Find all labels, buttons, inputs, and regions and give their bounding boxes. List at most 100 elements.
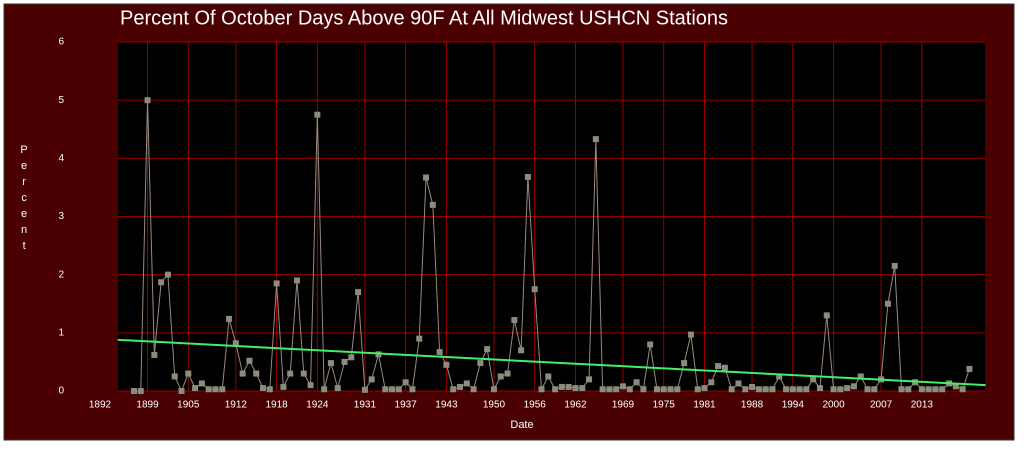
data-point	[959, 386, 966, 393]
data-point	[721, 364, 728, 371]
data-point	[382, 386, 389, 393]
data-point	[762, 386, 769, 393]
data-point	[606, 386, 613, 393]
data-point	[151, 351, 158, 358]
data-point	[796, 386, 803, 393]
data-point	[287, 370, 294, 377]
x-tick-label: 1981	[693, 400, 716, 411]
x-tick-label: 2013	[911, 400, 934, 411]
data-point	[558, 383, 565, 390]
data-point	[273, 280, 280, 287]
data-point	[667, 386, 674, 393]
data-line	[133, 100, 970, 393]
data-point	[137, 388, 144, 394]
data-point	[327, 360, 334, 367]
x-tick-label: 1931	[354, 400, 377, 411]
data-point	[932, 386, 939, 393]
x-tick-label: 2000	[822, 400, 845, 411]
data-point	[850, 383, 857, 390]
x-tick-label: 1956	[524, 400, 547, 411]
y-tick-label: 2	[58, 269, 64, 280]
data-point	[321, 386, 328, 393]
data-point	[280, 383, 287, 390]
data-point	[518, 347, 525, 354]
data-point	[443, 361, 450, 368]
data-point	[701, 385, 708, 392]
x-tick-label: 1962	[564, 400, 587, 411]
x-tick-label: 1899	[136, 400, 159, 411]
data-point	[253, 370, 260, 377]
data-point	[355, 289, 362, 296]
y-tick-label: 6	[58, 37, 64, 48]
data-point	[436, 349, 443, 356]
data-point	[735, 380, 742, 387]
data-point	[300, 370, 307, 377]
data-point	[130, 388, 137, 394]
x-tick-label: 1918	[265, 400, 288, 411]
data-point	[232, 340, 239, 347]
data-point	[416, 335, 423, 342]
data-point	[511, 317, 518, 324]
data-point	[789, 386, 796, 393]
data-point	[429, 201, 436, 208]
x-tick-label: 1937	[395, 400, 418, 411]
data-point	[504, 370, 511, 377]
data-point	[565, 383, 572, 390]
y-tick-label: 4	[58, 153, 64, 164]
data-point	[205, 386, 212, 393]
x-tick-label: 1892	[89, 400, 112, 411]
x-tick-label: 2007	[870, 400, 893, 411]
data-point	[538, 386, 545, 393]
data-point	[844, 385, 851, 392]
data-point	[490, 386, 497, 393]
data-point	[402, 379, 409, 386]
data-point	[341, 358, 348, 365]
data-point	[586, 376, 593, 383]
data-point	[368, 376, 375, 383]
x-tick-label: 1905	[177, 400, 200, 411]
data-point	[749, 383, 756, 390]
data-point	[198, 380, 205, 387]
data-point	[816, 385, 823, 392]
data-point	[164, 271, 171, 278]
x-tick-label: 1924	[306, 400, 329, 411]
data-point	[219, 386, 226, 393]
data-point	[715, 362, 722, 369]
data-point	[837, 386, 844, 393]
y-tick-label: 3	[58, 211, 64, 222]
data-point	[823, 312, 830, 319]
x-axis-label: Date	[510, 419, 533, 431]
data-point	[905, 386, 912, 393]
data-point	[864, 386, 871, 393]
data-point	[226, 315, 233, 322]
data-point	[545, 373, 552, 380]
data-point	[640, 386, 647, 393]
data-point	[144, 97, 151, 104]
data-point	[450, 386, 457, 393]
data-point	[803, 386, 810, 393]
data-point	[769, 386, 776, 393]
x-tick-label: 1988	[741, 400, 764, 411]
data-point	[239, 370, 246, 377]
data-point	[966, 365, 973, 372]
data-point	[389, 386, 396, 393]
data-point	[572, 385, 579, 392]
x-tick-label: 1969	[612, 400, 635, 411]
data-point	[314, 111, 321, 118]
data-point	[728, 386, 735, 393]
y-tick-label: 5	[58, 95, 64, 106]
data-point	[266, 386, 273, 393]
data-point	[891, 262, 898, 269]
data-point	[898, 386, 905, 393]
data-point	[871, 386, 878, 393]
data-point	[925, 386, 932, 393]
x-tick-label: 1994	[782, 400, 805, 411]
data-point	[185, 370, 192, 377]
data-point	[477, 360, 484, 367]
data-point	[552, 386, 559, 393]
data-point	[531, 286, 538, 293]
data-point	[456, 383, 463, 390]
x-tick-label: 1912	[225, 400, 248, 411]
data-point	[293, 277, 300, 284]
data-point	[470, 386, 477, 393]
